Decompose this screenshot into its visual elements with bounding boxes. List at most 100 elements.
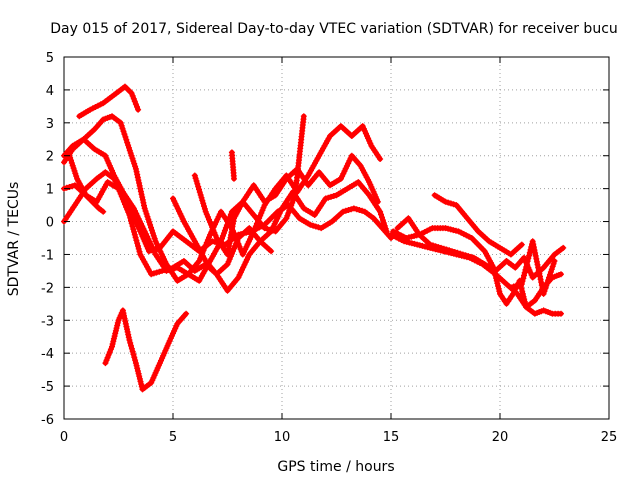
series-track-j <box>102 307 190 393</box>
data-point <box>521 269 528 276</box>
data-point <box>150 270 157 277</box>
data-point <box>546 274 552 281</box>
data-point <box>507 284 514 291</box>
series-track-a <box>76 83 142 120</box>
data-point <box>117 119 124 126</box>
data-point <box>525 255 532 262</box>
series-group <box>61 83 567 393</box>
data-point <box>518 241 525 248</box>
data-point <box>219 232 226 239</box>
data-point <box>127 214 134 221</box>
data-point <box>442 198 449 205</box>
data-point <box>523 261 530 268</box>
data-point <box>443 246 450 253</box>
data-point <box>427 241 434 248</box>
data-point <box>468 253 475 260</box>
y-tick-label: 2 <box>46 150 54 165</box>
y-tick-label: 1 <box>46 183 54 198</box>
data-point <box>519 278 526 285</box>
data-point <box>454 249 461 256</box>
data-point <box>65 149 72 156</box>
data-point <box>547 271 553 278</box>
data-point <box>330 193 337 199</box>
data-point <box>197 192 204 198</box>
data-point <box>105 351 112 358</box>
data-point <box>204 213 211 220</box>
data-point <box>411 240 418 247</box>
y-tick-label: 0 <box>46 216 54 231</box>
data-point <box>134 103 140 110</box>
data-point <box>543 282 550 289</box>
data-point <box>73 173 80 180</box>
data-point <box>144 213 151 220</box>
data-point <box>131 160 138 167</box>
data-point <box>451 249 458 255</box>
data-point <box>122 133 129 140</box>
data-point <box>87 106 94 113</box>
series-track-h <box>191 113 307 258</box>
data-point <box>345 207 352 213</box>
data-point <box>220 230 227 237</box>
data-point <box>535 267 542 274</box>
data-point <box>440 245 447 252</box>
data-point <box>128 152 135 159</box>
data-point <box>325 194 332 201</box>
data-point <box>222 224 229 231</box>
data-point <box>526 252 533 259</box>
data-point <box>131 231 138 238</box>
data-point <box>348 206 355 213</box>
data-point <box>125 209 132 216</box>
series-track-o <box>507 238 558 297</box>
data-point <box>135 177 142 184</box>
data-point <box>350 205 357 212</box>
y-tick-label: -2 <box>41 281 54 296</box>
data-point <box>359 207 366 214</box>
data-point <box>199 197 206 204</box>
data-point <box>141 202 147 209</box>
data-point <box>136 248 143 255</box>
chart-title: Day 015 of 2017, Sidereal Day-to-day VTE… <box>50 21 618 37</box>
y-tick-label: -6 <box>41 413 54 428</box>
data-point <box>379 217 386 224</box>
data-point <box>435 244 442 251</box>
data-point <box>115 185 122 192</box>
data-point <box>523 264 530 270</box>
data-point <box>131 228 138 235</box>
data-point <box>132 357 139 364</box>
data-point <box>183 310 190 317</box>
y-tick-label: -1 <box>41 248 54 263</box>
data-point <box>378 211 384 218</box>
data-point <box>438 244 445 251</box>
data-point <box>459 251 466 258</box>
data-point <box>145 216 152 223</box>
data-point <box>524 258 531 265</box>
data-point <box>510 283 517 290</box>
data-point <box>532 250 539 256</box>
data-point <box>518 281 525 288</box>
data-point <box>526 249 533 256</box>
data-point <box>121 131 128 138</box>
data-point <box>544 280 551 286</box>
data-point <box>126 144 132 151</box>
x-tick-label: 20 <box>492 430 509 445</box>
data-point <box>356 207 363 213</box>
data-point <box>146 248 152 255</box>
data-point <box>261 225 268 232</box>
data-point <box>530 241 537 248</box>
data-point <box>107 346 114 353</box>
data-point <box>128 342 134 349</box>
data-point <box>126 212 133 218</box>
y-tick-label: 5 <box>46 51 54 66</box>
data-point <box>132 234 139 241</box>
data-point <box>129 348 136 355</box>
y-axis-title: SDTVAR / TECUs <box>6 182 22 297</box>
data-point <box>231 175 237 182</box>
x-tick-label: 10 <box>274 430 291 445</box>
data-point <box>135 106 142 113</box>
data-point <box>134 365 141 372</box>
data-point <box>516 281 523 288</box>
plot-frame <box>63 56 610 420</box>
x-tick-label: 0 <box>60 430 68 445</box>
data-point <box>135 245 142 252</box>
data-point <box>549 263 556 270</box>
